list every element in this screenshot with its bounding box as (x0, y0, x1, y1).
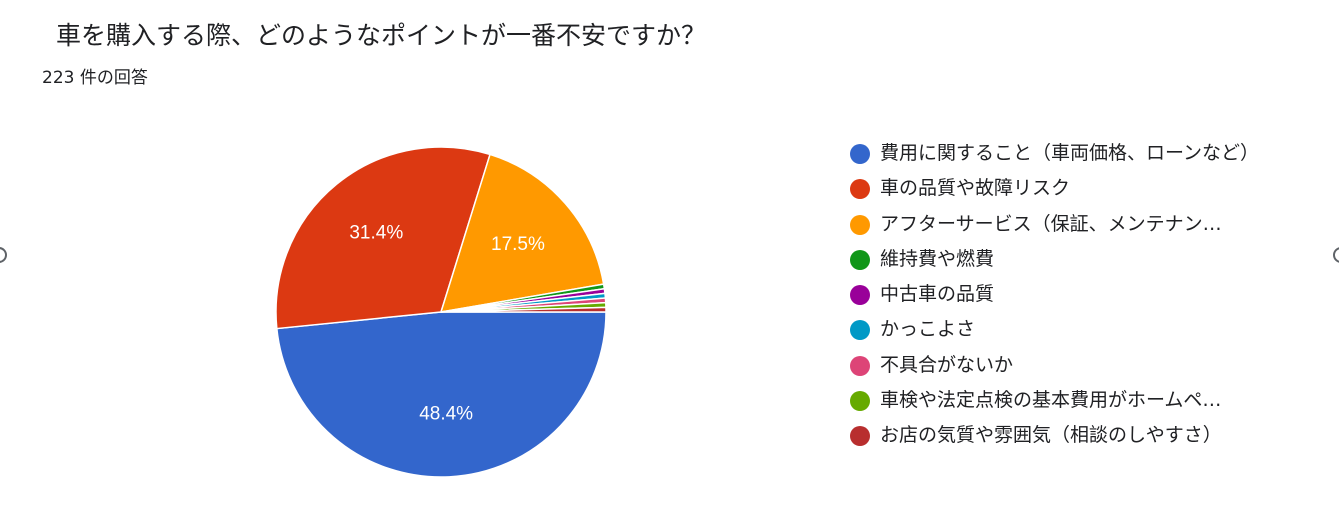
legend-swatch-icon (850, 355, 870, 376)
legend-label: お店の気質や雰囲気（相談のしやすさ） (880, 424, 1222, 447)
pie-slice-1[interactable] (275, 146, 491, 330)
legend-label: 車の品質や故障リスク (880, 177, 1071, 200)
pie-slice-label-0: 48.4% (419, 404, 473, 425)
legend-item-7[interactable]: 車検や法定点検の基本費用がホームペ… (850, 387, 1290, 414)
legend-item-3[interactable]: 維持費や燃費 (850, 246, 1290, 273)
legend-label: 不具合がないか (880, 353, 1014, 376)
legend-item-8[interactable]: お店の気質や雰囲気（相談のしやすさ） (850, 422, 1290, 449)
legend-swatch-icon (850, 179, 870, 200)
legend-swatch-icon (850, 391, 870, 412)
legend-label: 中古車の品質 (880, 283, 995, 306)
chart-title: 車を購入する際、どのようなポイントが一番不安ですか？ (56, 21, 707, 50)
legend-label: かっこよさ (880, 318, 976, 341)
legend-item-5[interactable]: かっこよさ (850, 316, 1290, 343)
pie-slice-2[interactable] (439, 153, 605, 313)
legend-item-6[interactable]: 不具合がないか (850, 352, 1290, 379)
legend-label: 維持費や燃費 (880, 247, 995, 270)
legend-swatch-icon (850, 144, 870, 164)
legend-swatch-icon (850, 426, 870, 447)
response-count: 223 件の回答 (42, 68, 148, 88)
legend-label: 車検や法定点検の基本費用がホームペ… (880, 389, 1222, 412)
legend-swatch-icon (850, 320, 870, 341)
legend-label: 費用に関すること（車両価格、ローンなど） (880, 142, 1260, 164)
legend-item-0[interactable]: 費用に関すること（車両価格、ローンなど） (850, 140, 1290, 167)
pie-slice-label-2: 17.5% (491, 234, 545, 255)
legend-swatch-icon (850, 249, 870, 270)
pie-slice-8[interactable] (440, 306, 607, 313)
legend-swatch-icon (850, 214, 870, 235)
legend-label: アフターサービス（保証、メンテナン… (880, 212, 1222, 235)
legend-item-2[interactable]: アフターサービス（保証、メンテナン… (850, 211, 1290, 238)
pie-slice-label-1: 31.4% (349, 222, 403, 243)
legend-swatch-icon (850, 285, 870, 306)
legend-item-4[interactable]: 中古車の品質 (850, 281, 1290, 308)
pie-slice-0[interactable] (276, 311, 607, 478)
legend-item-1[interactable]: 車の品質や故障リスク (850, 175, 1290, 202)
chart-legend: 費用に関すること（車両価格、ローンなど） 車の品質や故障リスクアフターサービス（保… (850, 140, 1290, 458)
